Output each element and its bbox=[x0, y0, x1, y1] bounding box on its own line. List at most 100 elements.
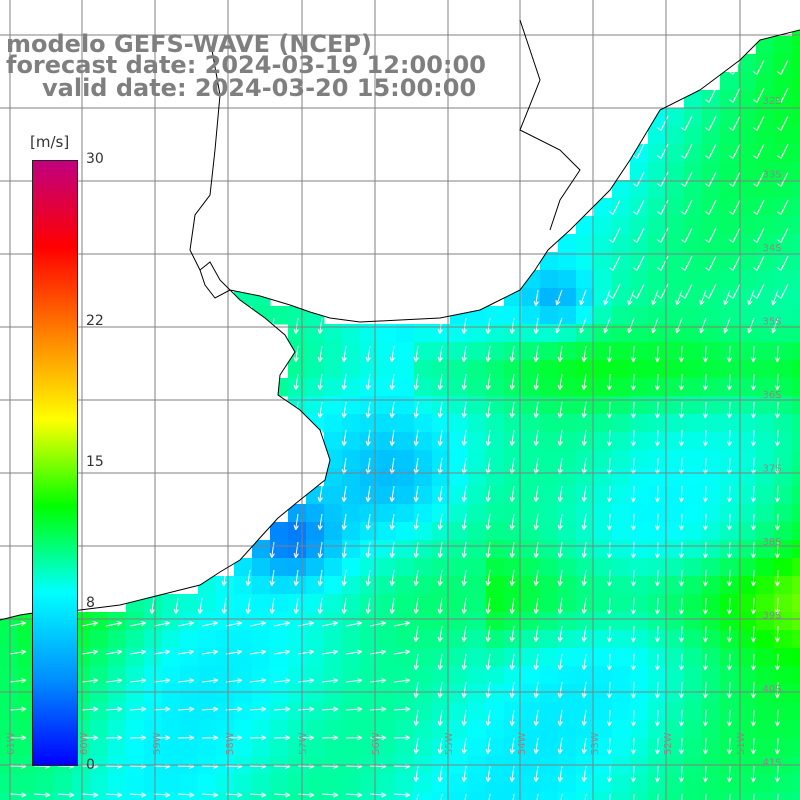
wind-cell bbox=[342, 360, 361, 379]
wind-arrow bbox=[509, 569, 515, 587]
wind-arrow bbox=[557, 597, 563, 615]
wind-arrow bbox=[509, 625, 515, 643]
wind-arrow bbox=[153, 706, 171, 712]
wind-cell bbox=[558, 720, 577, 739]
wind-cell bbox=[702, 162, 721, 181]
wind-cell bbox=[558, 630, 577, 649]
wind-cell bbox=[342, 396, 361, 415]
wind-cell bbox=[432, 684, 451, 703]
wind-cell bbox=[774, 414, 793, 433]
wind-arrow bbox=[293, 373, 299, 391]
wind-cell bbox=[648, 612, 667, 631]
latitude-label: 32S bbox=[762, 96, 781, 107]
wind-cell bbox=[216, 630, 235, 649]
wind-arrow bbox=[702, 401, 709, 419]
wind-cell bbox=[0, 774, 19, 793]
wind-cell bbox=[90, 630, 109, 649]
wind-arrow bbox=[273, 706, 291, 712]
wind-cell bbox=[792, 738, 800, 757]
wind-cell bbox=[468, 738, 487, 757]
colorbar-tick: 22 bbox=[86, 312, 104, 329]
wind-cell bbox=[504, 522, 523, 541]
wind-cell bbox=[558, 774, 577, 793]
wind-cell bbox=[774, 504, 793, 523]
wind-cell bbox=[522, 450, 541, 469]
wind-cell bbox=[306, 684, 325, 703]
wind-cell bbox=[540, 306, 559, 325]
wind-cell bbox=[324, 504, 343, 523]
wind-arrow bbox=[606, 765, 613, 783]
longitude-label: 54W bbox=[517, 732, 528, 755]
wind-cell bbox=[54, 774, 73, 793]
wind-cell bbox=[198, 684, 217, 703]
wind-arrow bbox=[557, 569, 563, 587]
wind-arrow bbox=[630, 597, 637, 615]
wind-cell bbox=[306, 396, 325, 415]
wind-cell bbox=[738, 378, 757, 397]
wind-cell bbox=[774, 702, 793, 721]
wind-arrow bbox=[678, 429, 685, 447]
wind-cell bbox=[306, 504, 325, 523]
wind-cell bbox=[576, 360, 595, 379]
wind-arrow bbox=[389, 485, 395, 503]
wind-cell bbox=[252, 774, 271, 793]
wind-arrow bbox=[752, 283, 765, 299]
wind-cell bbox=[432, 774, 451, 793]
wind-cell bbox=[666, 432, 685, 451]
wind-cell bbox=[720, 648, 739, 667]
wind-cell bbox=[702, 378, 721, 397]
wind-arrow bbox=[293, 597, 299, 615]
wind-cell bbox=[252, 702, 271, 721]
wind-arrow bbox=[584, 793, 587, 800]
wind-arrow bbox=[557, 737, 563, 755]
wind-arrow bbox=[341, 485, 347, 503]
wind-arrow bbox=[461, 681, 467, 699]
wind-cell bbox=[288, 774, 307, 793]
wind-arrow bbox=[678, 541, 685, 559]
wind-arrow bbox=[630, 569, 637, 587]
wind-arrow bbox=[413, 737, 419, 755]
wind-arrow bbox=[726, 737, 733, 755]
wind-cell bbox=[738, 54, 757, 73]
wind-cell bbox=[756, 720, 775, 739]
wind-cell bbox=[576, 324, 595, 343]
wind-cell bbox=[576, 504, 595, 523]
wind-cell bbox=[612, 360, 631, 379]
wind-cell bbox=[774, 198, 793, 217]
wind-cell bbox=[684, 612, 703, 631]
wind-cell bbox=[126, 702, 145, 721]
wind-arrow bbox=[321, 735, 339, 741]
wind-cell bbox=[558, 252, 577, 271]
wind-arrow bbox=[413, 709, 419, 727]
wind-arrow bbox=[293, 569, 299, 587]
wind-arrow bbox=[57, 792, 75, 798]
wind-cell bbox=[450, 612, 469, 631]
wind-arrow bbox=[680, 115, 693, 131]
wind-cell bbox=[684, 630, 703, 649]
wind-cell bbox=[396, 360, 415, 379]
wind-cell bbox=[450, 594, 469, 613]
wind-arrow bbox=[774, 709, 781, 727]
wind-arrow bbox=[557, 625, 563, 643]
wind-cell bbox=[666, 504, 685, 523]
wind-arrow bbox=[750, 709, 757, 727]
wind-cell bbox=[540, 558, 559, 577]
wind-cell bbox=[378, 684, 397, 703]
wind-arrow bbox=[608, 227, 621, 243]
wind-cell bbox=[774, 612, 793, 631]
wind-arrow bbox=[752, 87, 765, 103]
wind-cell bbox=[378, 360, 397, 379]
wind-arrow bbox=[249, 735, 267, 741]
wind-cell bbox=[702, 702, 721, 721]
wind-cell bbox=[576, 252, 595, 271]
wind-cell bbox=[756, 450, 775, 469]
wind-cell bbox=[486, 522, 505, 541]
wind-cell bbox=[540, 612, 559, 631]
wind-arrow bbox=[369, 706, 387, 712]
wind-arrow bbox=[321, 621, 338, 627]
wind-cell bbox=[126, 666, 145, 685]
wind-arrow bbox=[606, 513, 613, 531]
wind-arrow bbox=[509, 541, 515, 559]
wind-arrow bbox=[771, 289, 779, 306]
wind-arrow bbox=[656, 199, 669, 215]
